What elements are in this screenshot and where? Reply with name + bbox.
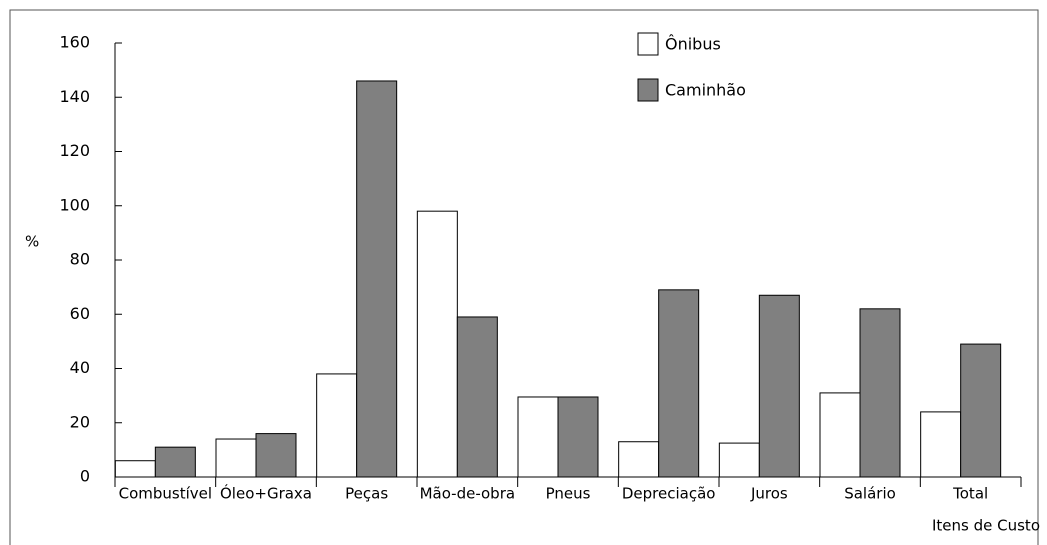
bar — [517, 396, 559, 478]
x-tick-label: Juros — [750, 485, 788, 503]
bar — [215, 438, 257, 478]
bar — [255, 433, 297, 478]
y-tick-label: 120 — [59, 141, 90, 160]
bar — [859, 308, 901, 478]
bar — [557, 396, 599, 478]
bar — [658, 289, 700, 478]
bar — [758, 294, 800, 478]
y-tick-label: 0 — [80, 467, 90, 486]
y-tick-label: 20 — [70, 412, 90, 431]
legend-label: Caminhão — [665, 81, 746, 100]
x-tick-label: Total — [952, 485, 988, 503]
y-tick-label: 60 — [70, 304, 90, 323]
frame — [9, 9, 1039, 545]
x-tick-label: Óleo+Graxa — [220, 484, 312, 503]
bar — [960, 343, 1002, 478]
bar — [456, 316, 498, 478]
bar — [316, 373, 358, 478]
bar — [356, 80, 398, 478]
bar — [618, 441, 660, 478]
y-tick-label: 80 — [70, 250, 90, 269]
bar — [718, 442, 760, 478]
y-axis-label: % — [25, 233, 39, 251]
x-axis-label: Itens de Custo — [932, 517, 1040, 535]
bar — [819, 392, 861, 478]
y-tick-label: 100 — [59, 195, 90, 214]
y-tick-label: 140 — [59, 87, 90, 106]
x-tick-label: Mão-de-obra — [420, 485, 516, 503]
legend-swatch — [637, 78, 659, 102]
x-tick-label: Peças — [345, 485, 388, 503]
x-tick-label: Combustível — [119, 485, 212, 503]
bar — [154, 446, 196, 478]
legend-label: Ônibus — [665, 35, 721, 54]
x-tick-label: Depreciação — [622, 485, 716, 503]
x-tick-label: Salário — [844, 485, 896, 503]
bar — [416, 210, 458, 478]
y-tick-label: 160 — [59, 33, 90, 52]
x-tick-label: Pneus — [546, 485, 591, 503]
y-tick-label: 40 — [70, 358, 90, 377]
bar — [920, 411, 962, 478]
legend-swatch — [637, 32, 659, 56]
bar — [114, 460, 156, 478]
